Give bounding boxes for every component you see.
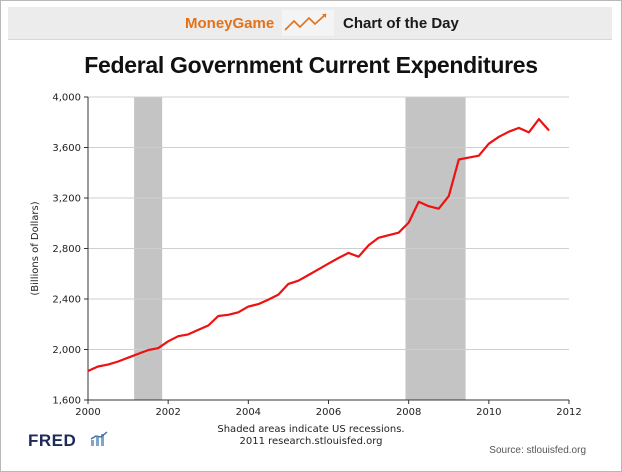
x-tick-label: 2012: [556, 407, 581, 418]
brand-money: Money: [185, 15, 233, 32]
y-tick-label: 2,400: [52, 295, 81, 306]
x-tick-label: 2008: [396, 407, 421, 418]
x-tick-label: 2006: [316, 407, 341, 418]
fred-logo: FRED: [28, 431, 77, 450]
series-line-1: [87, 117, 550, 373]
y-axis-label: (Billions of Dollars): [30, 201, 41, 295]
chart-title: Federal Government Current Expenditures: [84, 52, 538, 78]
x-tick-label: 2000: [75, 407, 100, 418]
y-tick-label: 2,800: [52, 244, 81, 255]
x-tick-label: 2002: [155, 407, 180, 418]
y-tick-label: 4,000: [52, 93, 81, 104]
recession-note: Shaded areas indicate US recessions. 201…: [0, 424, 622, 448]
note-line-2: 2011 research.stlouisfed.org: [239, 436, 383, 447]
mini-chart-icon: [90, 431, 108, 446]
note-line-1: Shaded areas indicate US recessions.: [217, 424, 405, 435]
source-credit: Source: stlouisfed.org: [489, 445, 586, 456]
y-tick-label: 3,200: [52, 194, 81, 205]
banner: MoneyGame Chart of the Day: [8, 7, 612, 40]
rising-line-chart-icon: [282, 10, 334, 36]
x-tick-label: 2010: [476, 407, 501, 418]
brand-game: Game: [232, 15, 275, 32]
y-tick-label: 2,000: [52, 345, 81, 356]
y-tick-label: 3,600: [52, 143, 81, 154]
y-tick-label: 1,600: [52, 396, 81, 407]
chart-of-the-day-label: Chart of the Day: [343, 15, 459, 32]
x-tick-label: 2004: [236, 407, 261, 418]
brand-logo-text: MoneyGame: [185, 15, 274, 32]
